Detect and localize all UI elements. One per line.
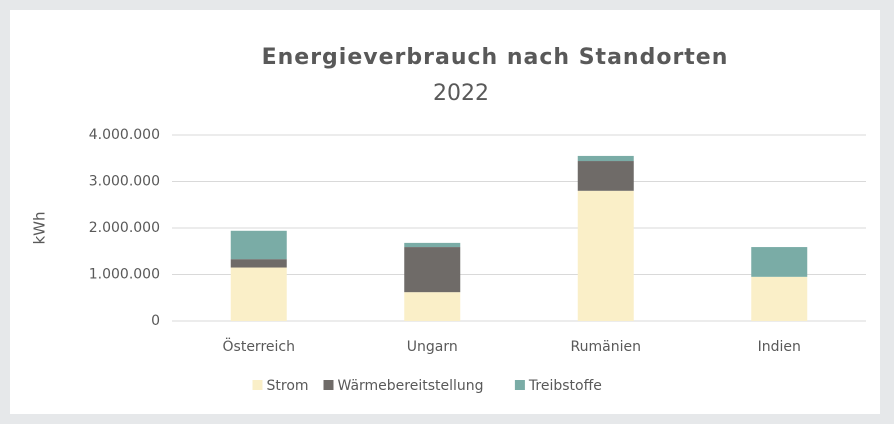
y-tick-label: 4.000.000 (89, 127, 160, 143)
x-tick-label: Indien (758, 339, 801, 355)
legend-label: Wärmebereitstellung (338, 378, 484, 394)
chart-panel (10, 10, 880, 414)
x-tick-label: Rumänien (571, 339, 641, 355)
legend-label: Strom (267, 378, 309, 394)
legend-label: Treibstoffe (528, 378, 602, 394)
bar-segment (577, 155, 634, 162)
chart-subtitle: 2022 (433, 81, 489, 106)
chart-title: Energieverbrauch nach Standorten (262, 45, 729, 70)
legend-swatch (252, 380, 263, 390)
bar-segment (404, 242, 461, 248)
legend-swatch (514, 380, 525, 390)
y-tick-label: 3.000.000 (89, 174, 160, 190)
bar-segment (751, 247, 808, 277)
bar-segment (404, 292, 461, 321)
bar-segment (230, 230, 287, 260)
y-axis-label: kWh (31, 211, 49, 244)
y-tick-label: 2.000.000 (89, 220, 160, 236)
x-tick-label: Österreich (223, 337, 295, 355)
bar-segment (577, 161, 634, 191)
bar-segment (230, 267, 287, 321)
x-tick-label: Ungarn (407, 339, 458, 355)
bar-segment (404, 247, 461, 293)
bar-segment (577, 190, 634, 321)
y-tick-label: 1.000.000 (89, 267, 160, 283)
bar-segment (751, 276, 808, 321)
y-tick-label: 0 (151, 313, 160, 329)
bar-segment (230, 259, 287, 268)
legend-swatch (323, 380, 334, 390)
